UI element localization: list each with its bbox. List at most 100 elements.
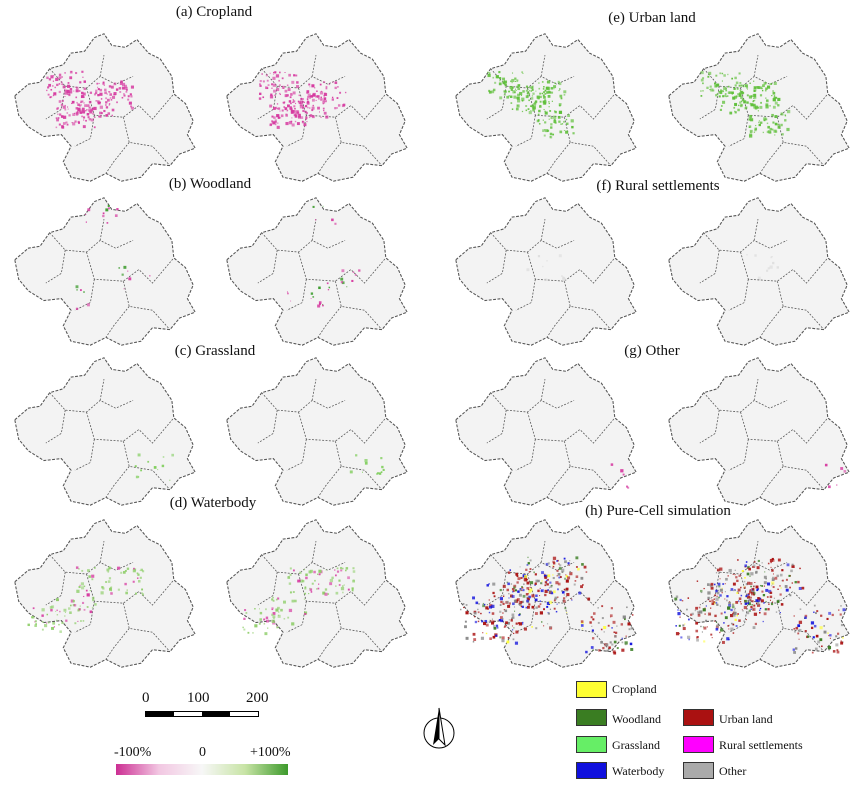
- map-cell: [716, 603, 719, 606]
- map-cell: [50, 609, 53, 612]
- map-cell: [732, 589, 735, 592]
- map-cell: [75, 307, 79, 311]
- map-cell: [296, 122, 300, 126]
- map-cell: [91, 578, 94, 581]
- map-cell: [529, 568, 532, 570]
- map-cell: [700, 71, 704, 75]
- map-cell: [509, 95, 513, 98]
- map-cell: [271, 607, 274, 610]
- map-cell: [622, 615, 626, 619]
- legend-label-urban-land: Urban land: [719, 712, 773, 726]
- map-cell: [555, 581, 559, 585]
- map-cell: [318, 111, 320, 113]
- map-cell: [81, 586, 85, 590]
- map-cell: [88, 575, 91, 578]
- map-cell: [93, 106, 97, 111]
- map-cell: [294, 120, 297, 123]
- map-cell: [380, 471, 383, 473]
- map-cell: [627, 486, 630, 489]
- map-cell: [511, 616, 515, 619]
- map-cell: [243, 628, 246, 631]
- map-cell: [282, 87, 284, 89]
- map-cell: [702, 77, 705, 80]
- map-cell: [562, 277, 566, 282]
- map-cell: [305, 105, 308, 108]
- map-cell: [710, 607, 712, 609]
- map-cell: [527, 88, 529, 90]
- map-cell: [44, 624, 48, 628]
- map-cell: [711, 637, 713, 639]
- map-cell: [105, 114, 108, 117]
- map-cell: [499, 80, 501, 82]
- map-cell: [318, 303, 321, 306]
- map-cell: [283, 106, 286, 108]
- map-cell: [781, 579, 783, 582]
- map-cell: [527, 597, 530, 601]
- map-cell: [61, 621, 64, 625]
- map-cell: [739, 600, 742, 603]
- map-cell: [157, 468, 159, 471]
- map-cell: [580, 585, 583, 589]
- map-cell: [276, 87, 280, 92]
- map-cell: [277, 122, 279, 124]
- map-cell: [123, 571, 126, 574]
- map-cell: [767, 608, 770, 611]
- map-cell: [99, 105, 104, 109]
- map-cell: [304, 586, 307, 589]
- map-cell: [491, 604, 495, 609]
- map-cell: [64, 89, 68, 92]
- map-cell: [728, 601, 731, 603]
- map-cell: [558, 88, 561, 90]
- map-cell: [516, 104, 520, 108]
- map-cell: [734, 102, 738, 106]
- map-cell: [543, 102, 546, 105]
- map-cell: [528, 595, 531, 599]
- map-cell: [82, 110, 86, 114]
- map-cell: [513, 586, 516, 589]
- map-cell: [754, 622, 757, 626]
- map-cell: [729, 613, 734, 618]
- map-cell: [716, 624, 719, 628]
- map-cell: [529, 586, 531, 588]
- map-cell: [309, 588, 313, 591]
- map-cell: [821, 645, 823, 648]
- map-cell: [292, 101, 294, 103]
- map-cell: [535, 627, 538, 630]
- map-cell: [760, 599, 764, 603]
- map-cell: [505, 621, 508, 625]
- map-cell: [60, 103, 64, 107]
- map-cell: [272, 73, 275, 75]
- map-cell: [813, 611, 815, 613]
- map-cell: [104, 91, 107, 95]
- map-cell: [517, 87, 521, 91]
- map-cell: [87, 116, 90, 119]
- map-cell: [299, 105, 304, 109]
- map-cell: [746, 597, 748, 599]
- map-cell: [734, 84, 737, 87]
- map-cell: [93, 126, 96, 129]
- map-cell: [767, 582, 771, 586]
- map-cell: [531, 605, 535, 609]
- map-cell: [530, 86, 534, 90]
- map-cell: [269, 123, 272, 127]
- map-cell: [750, 118, 754, 122]
- map-cell: [621, 648, 625, 652]
- map-cell: [707, 591, 711, 595]
- map-cell: [382, 468, 385, 472]
- map-cell: [539, 95, 542, 99]
- map-cell: [696, 636, 699, 639]
- map-cell: [66, 112, 69, 114]
- map-cell: [485, 623, 489, 627]
- map-cell: [543, 574, 547, 578]
- map-cell: [741, 609, 743, 611]
- map-cell: [286, 94, 289, 97]
- map-cell: [552, 574, 554, 576]
- map-cell: [79, 605, 81, 607]
- map-cell: [602, 646, 605, 650]
- map-cell: [797, 624, 801, 628]
- map-cell: [242, 626, 244, 629]
- map-cell: [315, 95, 318, 98]
- map-cell: [510, 619, 513, 622]
- map-cell: [554, 596, 558, 600]
- map-cell: [85, 221, 87, 223]
